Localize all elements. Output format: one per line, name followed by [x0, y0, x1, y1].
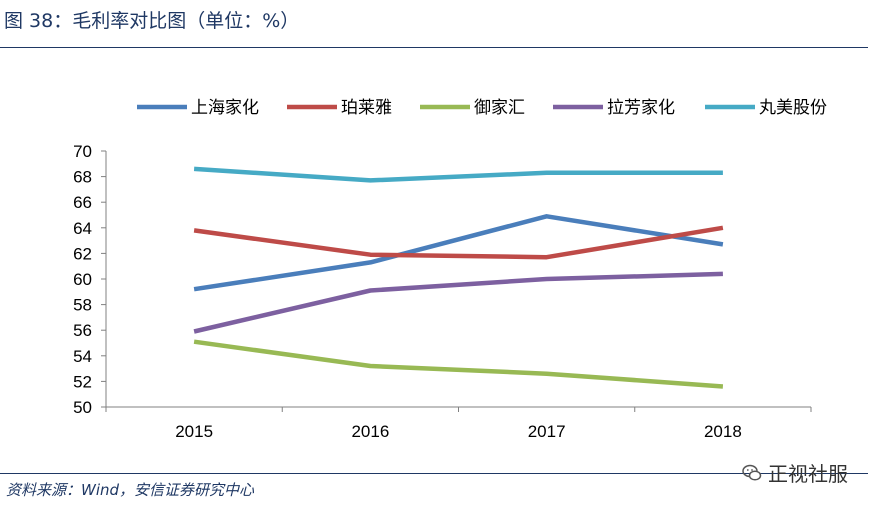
y-tick-label: 60 [73, 270, 92, 289]
source-note: 资料来源：Wind，安信证券研究中心 [6, 481, 255, 499]
y-tick-label: 70 [73, 142, 92, 161]
y-tick-label: 62 [73, 244, 92, 263]
y-tick-label: 50 [73, 398, 92, 417]
series-line-4 [193, 271, 723, 334]
series-line-2 [193, 225, 724, 260]
figure-title: 图 38：毛利率对比图（单位：%） [4, 10, 300, 32]
x-tick-label: 2017 [528, 422, 566, 441]
watermark-text: 正视社服 [768, 462, 848, 486]
y-tick-label: 64 [73, 219, 92, 238]
legend-label-5: 丸美股份 [759, 98, 827, 118]
legend-label-2: 珀莱雅 [341, 98, 392, 118]
x-tick-label: 2016 [351, 422, 389, 441]
watermark: 正视社服 [742, 458, 848, 487]
top-divider [0, 47, 868, 48]
x-tick-label: 2015 [175, 422, 213, 441]
series-line-1 [193, 214, 724, 292]
bottom-divider [0, 473, 868, 474]
legend-label-1: 上海家化 [191, 98, 259, 118]
legend-label-3: 御家汇 [474, 98, 525, 118]
y-tick-label: 68 [73, 168, 92, 187]
wechat-icon [742, 464, 762, 481]
series-line-5 [193, 166, 723, 183]
y-tick-label: 54 [73, 347, 92, 366]
legend-label-4: 拉芳家化 [607, 98, 675, 118]
series-line-3 [193, 339, 724, 389]
y-tick-label: 56 [73, 321, 92, 340]
y-tick-label: 66 [73, 193, 92, 212]
y-tick-label: 52 [73, 372, 92, 391]
x-tick-label: 2018 [704, 422, 742, 441]
y-tick-label: 58 [73, 296, 92, 315]
